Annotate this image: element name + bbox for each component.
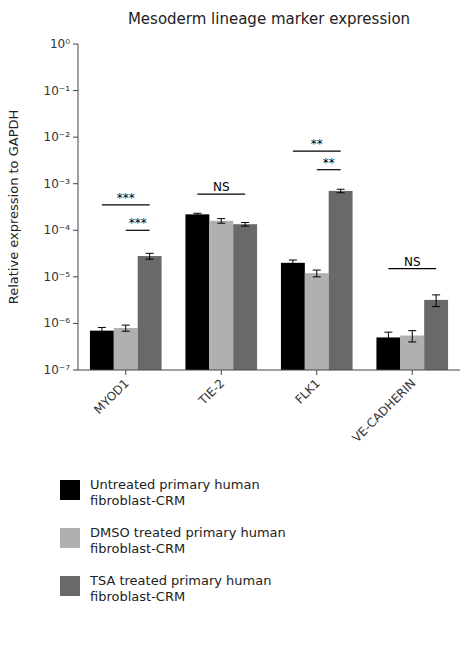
bar [90, 331, 114, 370]
legend-swatch [60, 480, 80, 500]
y-tick-label: 10⁻⁶ [44, 316, 71, 330]
bar [209, 221, 233, 370]
error-bar [241, 222, 249, 226]
error-bar [193, 213, 201, 215]
error-bar [313, 270, 321, 277]
error-bar [384, 332, 392, 345]
significance-label: NS [404, 255, 421, 269]
y-tick-label: 10⁰ [50, 37, 70, 51]
error-bar [289, 260, 297, 266]
significance-label: ** [323, 156, 335, 170]
y-axis-line [78, 44, 79, 370]
significance-label: ** [311, 137, 323, 151]
x-tick-label: TIE-2 [195, 376, 227, 408]
x-tick [221, 370, 222, 375]
bar [424, 300, 448, 370]
legend-label: TSA treated primary humanfibroblast-CRM [89, 573, 271, 604]
y-tick-label: 10⁻³ [44, 177, 71, 191]
x-tick-label: MYOD1 [91, 376, 132, 417]
bar [233, 224, 257, 370]
bar [138, 256, 162, 370]
y-tick [73, 323, 78, 324]
y-axis-label: Relative expression to GAPDH [6, 110, 21, 305]
x-tick-label: VE-CADHERIN [349, 376, 418, 445]
error-bar [122, 325, 130, 331]
legend-label: Untreated primary humanfibroblast-CRM [90, 477, 260, 508]
y-tick [73, 276, 78, 277]
y-tick [73, 183, 78, 184]
bar [185, 214, 209, 370]
error-bar [408, 331, 416, 342]
y-tick-label: 10⁻¹ [44, 84, 71, 98]
title: Mesoderm lineage marker expression [128, 10, 410, 28]
error-bar [146, 253, 154, 259]
y-tick-label: 10⁻⁵ [44, 270, 71, 284]
y-tick [73, 137, 78, 138]
bar [305, 273, 329, 370]
y-tick-label: 10⁻⁷ [44, 363, 71, 377]
y-tick [73, 370, 78, 371]
legend-label: DMSO treated primary humanfibroblast-CRM [90, 525, 286, 556]
legend-swatch [60, 528, 80, 548]
y-tick [73, 44, 78, 45]
significance-label: *** [117, 191, 135, 205]
x-tick-label: FLK1 [292, 376, 322, 406]
error-bar [217, 219, 225, 224]
y-tick-label: 10⁻⁴ [44, 223, 71, 237]
x-tick [125, 370, 126, 375]
error-bar [432, 295, 440, 307]
bar [281, 263, 305, 370]
x-tick [316, 370, 317, 375]
chart: Mesoderm lineage marker expression Relati… [0, 0, 474, 651]
legend-swatch [60, 576, 80, 596]
x-axis-line [78, 370, 460, 371]
y-tick [73, 90, 78, 91]
x-tick [412, 370, 413, 375]
legend: Untreated primary humanfibroblast-CRM DMS… [60, 477, 286, 604]
error-bar [98, 327, 106, 334]
bar [329, 191, 353, 370]
y-tick [73, 230, 78, 231]
significance-label: NS [213, 180, 230, 194]
plot-area [90, 189, 448, 370]
bar [114, 328, 138, 370]
y-tick-label: 10⁻² [44, 130, 71, 144]
error-bar [337, 189, 345, 192]
significance-label: *** [129, 216, 147, 230]
